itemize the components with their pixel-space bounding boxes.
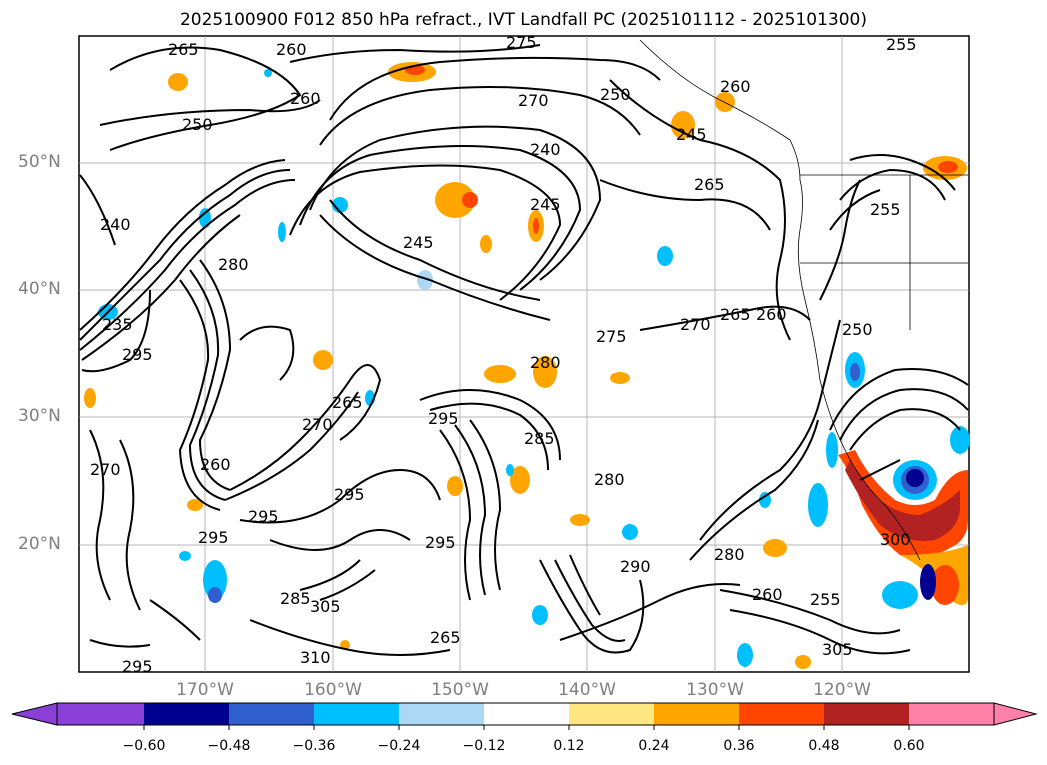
colorbar-bin xyxy=(484,703,569,725)
contour-label: 260 xyxy=(200,455,231,474)
longitude-label: 130°W xyxy=(686,680,744,700)
colorbar-bin xyxy=(824,703,909,725)
contour-label: 255 xyxy=(870,200,901,219)
colorbar-bin xyxy=(654,703,739,725)
colorbar-extend-low xyxy=(11,702,58,726)
longitude-label: 120°W xyxy=(813,680,871,700)
contour-label: 240 xyxy=(100,215,131,234)
latitude-label: 50°N xyxy=(18,152,61,172)
longitude-label: 140°W xyxy=(558,680,616,700)
contour-label: 265 xyxy=(694,175,725,194)
contour-label: 290 xyxy=(620,557,651,576)
contour-label: 270 xyxy=(680,315,711,334)
contour-label: 260 xyxy=(290,89,321,108)
contour-label: 250 xyxy=(600,85,631,104)
contour-label: 265 xyxy=(720,305,751,324)
contour-label: 265 xyxy=(332,393,363,412)
latitude-label: 20°N xyxy=(18,534,61,554)
contour-label: 305 xyxy=(822,640,853,659)
colorbar-extend-high xyxy=(993,702,1038,726)
colorbar-tick-label: 0.48 xyxy=(808,738,840,754)
positive-anomaly-shading xyxy=(84,62,968,669)
contour-label: 295 xyxy=(425,533,456,552)
contour-label: 270 xyxy=(90,460,121,479)
colorbar-tick-label: 0.60 xyxy=(893,738,925,754)
contour-label: 255 xyxy=(810,590,841,609)
contour-label: 270 xyxy=(518,91,549,110)
contour-label: 295 xyxy=(122,657,153,676)
contour-label: 295 xyxy=(248,507,279,526)
contour-label: 260 xyxy=(720,77,751,96)
contour-label: 295 xyxy=(334,485,365,504)
contour-label: 280 xyxy=(530,353,561,372)
contour-label: 260 xyxy=(756,305,787,324)
contour-label: 280 xyxy=(594,470,625,489)
contour-label: 245 xyxy=(676,125,707,144)
colorbar-tick-label: −0.24 xyxy=(377,738,421,754)
colorbar-bin xyxy=(314,703,399,725)
contour-label: 285 xyxy=(280,589,311,608)
negative-anomaly-shading xyxy=(98,69,970,667)
colorbar-tick-label: −0.12 xyxy=(462,738,506,754)
longitude-label: 160°W xyxy=(304,680,362,700)
colorbar-bin xyxy=(739,703,824,725)
contour-label: 275 xyxy=(506,33,537,52)
latitude-label: 40°N xyxy=(18,279,61,299)
colorbar-bin xyxy=(569,703,654,725)
colorbar-bin xyxy=(57,703,144,725)
colorbar-tick-label: 0.36 xyxy=(723,738,755,754)
contour-label: 275 xyxy=(596,327,627,346)
contour-label: 280 xyxy=(714,545,745,564)
contour-label: 295 xyxy=(428,409,459,428)
contour-label: 235 xyxy=(102,315,133,334)
colorbar-tick-label: −0.48 xyxy=(207,738,251,754)
contour-label: 280 xyxy=(218,255,249,274)
contour-label: 245 xyxy=(403,233,434,252)
contour-label: 295 xyxy=(122,345,153,364)
colorbar-bin xyxy=(909,703,994,725)
contour-label: 305 xyxy=(310,597,341,616)
contour-label: 255 xyxy=(886,35,917,54)
longitude-label: 170°W xyxy=(176,680,234,700)
contour-label: 270 xyxy=(302,415,333,434)
map-panel: 265 260 275 270 250 240 245 235 275 270 … xyxy=(78,33,970,676)
colorbar-tick-label: −0.60 xyxy=(122,738,166,754)
colorbar xyxy=(11,702,1038,730)
colorbar-bin xyxy=(229,703,314,725)
contour-label: 245 xyxy=(530,195,561,214)
colorbar-bin xyxy=(144,703,229,725)
contour-label: 285 xyxy=(524,429,555,448)
contour-label: 310 xyxy=(300,648,331,667)
contour-label: 300 xyxy=(880,530,911,549)
colorbar-tick-label: −0.36 xyxy=(292,738,336,754)
contour-label: 260 xyxy=(752,585,783,604)
colorbar-tick-label: 0.12 xyxy=(553,738,585,754)
latitude-label: 30°N xyxy=(18,406,61,426)
contour-label: 260 xyxy=(276,40,307,59)
contour-label: 250 xyxy=(842,320,873,339)
colorbar-bin xyxy=(399,703,484,725)
contour-label: 295 xyxy=(198,528,229,547)
contour-label: 250 xyxy=(182,115,213,134)
contour-label: 265 xyxy=(168,40,199,59)
contour-label: 240 xyxy=(530,140,561,159)
colorbar-tick-label: 0.24 xyxy=(638,738,670,754)
contour-labels: 265 260 275 270 250 240 245 235 275 270 … xyxy=(90,33,917,676)
contour-lines xyxy=(79,44,969,656)
map-title: 2025100900 F012 850 hPa refract., IVT La… xyxy=(179,10,867,30)
coastline xyxy=(639,39,968,561)
contour-label: 265 xyxy=(430,628,461,647)
longitude-label: 150°W xyxy=(431,680,489,700)
